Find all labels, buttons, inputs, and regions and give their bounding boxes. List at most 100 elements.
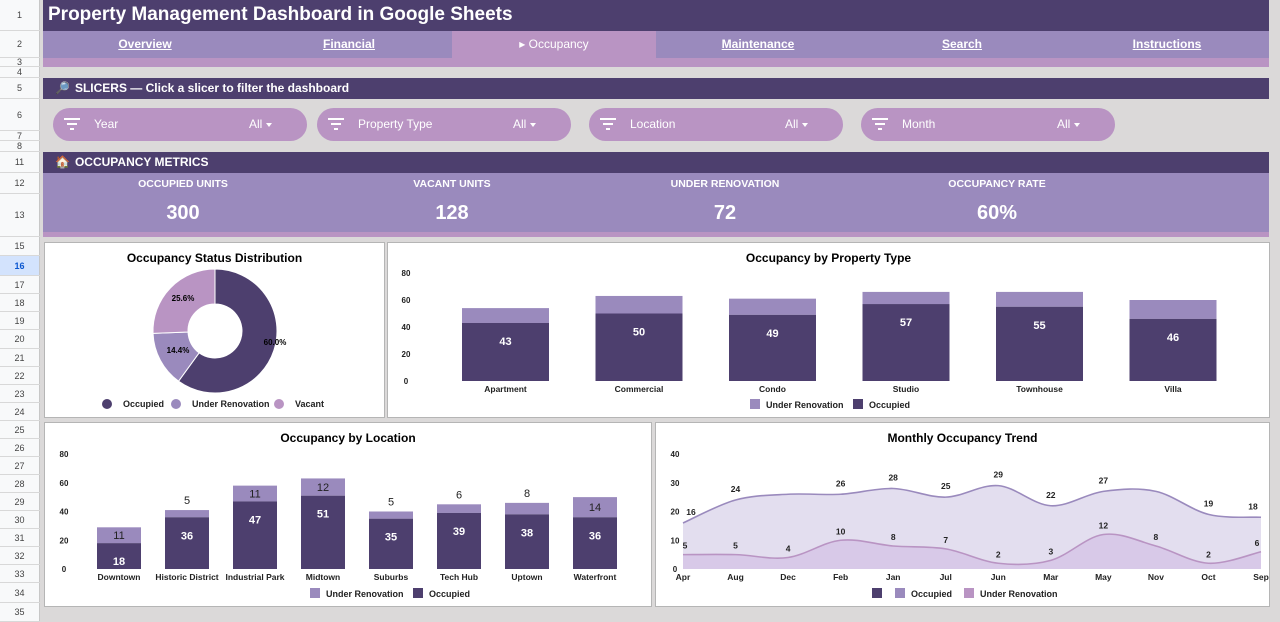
point-label-occupied: 19 — [1204, 498, 1214, 508]
x-category-label: Historic District — [155, 572, 218, 582]
tab-occupancy[interactable]: ▸ Occupancy — [452, 31, 656, 58]
tab-instructions[interactable]: Instructions — [1132, 37, 1202, 51]
y-tick-label: 20 — [60, 536, 69, 545]
slicer-location[interactable]: Location All — [589, 108, 843, 141]
bar-under-renovation — [165, 510, 209, 518]
slicer-property-type[interactable]: Property Type All — [317, 108, 571, 141]
y-tick-label: 0 — [404, 377, 409, 386]
row-number[interactable]: 22 — [14, 371, 25, 381]
tab-search[interactable]: Search — [941, 37, 983, 51]
row-number[interactable]: 11 — [14, 157, 25, 167]
row-divider — [0, 582, 40, 583]
bar-under-renovation — [301, 478, 345, 496]
row-number[interactable]: 31 — [14, 533, 25, 543]
bar-value-occupied: 18 — [113, 556, 125, 568]
row-divider — [0, 255, 40, 256]
row-number[interactable]: 2 — [16, 39, 22, 49]
metrics-header-text: OCCUPANCY METRICS — [74, 155, 209, 169]
metric-label: OCCUPANCY RATE — [948, 178, 1046, 190]
row-number[interactable]: 16 — [0, 256, 39, 276]
bar-under-renovation — [233, 485, 277, 502]
row-number[interactable]: 3 — [16, 57, 22, 67]
row-number[interactable]: 12 — [14, 178, 25, 188]
x-category-label: Aug — [727, 572, 744, 582]
row-divider — [0, 66, 40, 67]
bar-value-occupied: 46 — [1167, 332, 1179, 344]
chart-monthly-trend[interactable]: Monthly Occupancy Trend 0 10 20 30 40 16 24 26 2… — [655, 422, 1270, 607]
row-divider — [0, 140, 40, 141]
row-number[interactable]: 25 — [14, 425, 25, 435]
tab-maintenance[interactable]: Maintenance — [721, 37, 795, 51]
legend-label: Under Renovation — [766, 400, 844, 410]
x-category-label: Townhouse — [1016, 384, 1063, 394]
bar-occupied — [462, 322, 549, 381]
x-category-label: Jun — [991, 572, 1006, 582]
x-category-label: Uptown — [511, 572, 542, 582]
row-number[interactable]: 27 — [14, 461, 25, 471]
row-number[interactable]: 26 — [14, 443, 25, 453]
row-number[interactable]: 6 — [16, 110, 22, 120]
tab-overview[interactable]: Overview — [118, 37, 172, 51]
row-number[interactable]: 21 — [14, 353, 25, 363]
row-number[interactable]: 4 — [16, 67, 22, 77]
point-label-occupied: 29 — [994, 470, 1004, 480]
metric-label: OCCUPIED UNITS — [138, 178, 228, 190]
point-label-occupied: 25 — [941, 481, 951, 491]
legend-marker — [964, 588, 974, 598]
bar-occupied — [862, 304, 950, 381]
filter-icon — [600, 118, 616, 130]
row-number[interactable]: 35 — [14, 607, 25, 617]
bar-value-renovation: 8 — [524, 488, 530, 500]
y-tick-label: 10 — [671, 536, 680, 545]
x-category-label: Oct — [1201, 572, 1215, 582]
tab-financial[interactable]: Financial — [322, 37, 375, 51]
row-number[interactable]: 28 — [14, 479, 25, 489]
row-divider — [0, 528, 40, 529]
bar-value-occupied: 36 — [181, 530, 193, 542]
chart-status-distribution[interactable]: Occupancy Status Distribution 60.0% 14.4%… — [44, 242, 385, 418]
row-number[interactable]: 19 — [14, 316, 25, 326]
row-number[interactable]: 13 — [14, 210, 25, 220]
slicer-month[interactable]: Month All — [861, 108, 1115, 141]
filter-icon — [328, 118, 344, 130]
slicer-year[interactable]: Year All — [53, 108, 307, 141]
point-label-renovation: 4 — [786, 544, 791, 554]
row-number[interactable]: 17 — [14, 280, 25, 290]
metric-value: 300 — [166, 202, 200, 224]
row-number[interactable]: 29 — [14, 497, 25, 507]
pie-slice-occupied — [177, 268, 278, 394]
row-number[interactable]: 8 — [16, 141, 22, 151]
row-number[interactable]: 24 — [14, 407, 25, 417]
row-number[interactable]: 23 — [14, 389, 25, 399]
row-number[interactable]: 18 — [14, 298, 25, 308]
row-number[interactable]: 1 — [16, 10, 22, 20]
row-divider — [0, 193, 40, 194]
row-header-column[interactable]: 1 2 3 4 5 6 7 8 11 12 13 15 16 17 18 19 20 21 22 23 24 25 26 27… — [0, 0, 40, 622]
chart-by-location[interactable]: Occupancy by Location 0 20 40 60 80 18 11 Downt… — [44, 422, 652, 607]
row-number[interactable]: 15 — [14, 241, 25, 251]
slicer-label: Location — [630, 117, 676, 131]
row-number[interactable]: 34 — [14, 588, 25, 598]
row-number[interactable]: 5 — [16, 83, 22, 93]
row-number[interactable]: 7 — [16, 131, 22, 141]
row-number[interactable]: 20 — [14, 334, 25, 344]
chart-by-property-type[interactable]: Occupancy by Property Type 0 20 40 60 80 43 Ap… — [387, 242, 1270, 418]
x-category-label: Dec — [780, 572, 796, 582]
row-divider — [0, 564, 40, 565]
x-category-label: Villa — [1164, 384, 1182, 394]
metrics-stripe — [43, 232, 1269, 237]
bar-value-occupied: 47 — [249, 514, 261, 526]
row-number[interactable]: 30 — [14, 515, 25, 525]
bar-value-occupied: 55 — [1033, 320, 1045, 332]
y-tick-label: 80 — [60, 450, 69, 459]
row-number[interactable]: 33 — [14, 569, 25, 579]
metric-value: 128 — [435, 202, 469, 224]
house-icon: 🏠 — [55, 155, 70, 169]
legend-marker — [750, 399, 760, 409]
row-divider — [0, 275, 40, 276]
bar-under-renovation — [996, 291, 1083, 307]
x-category-label: Waterfront — [574, 572, 617, 582]
row-number[interactable]: 32 — [14, 551, 25, 561]
slicer-value: All — [785, 117, 799, 131]
x-category-label: May — [1095, 572, 1112, 582]
